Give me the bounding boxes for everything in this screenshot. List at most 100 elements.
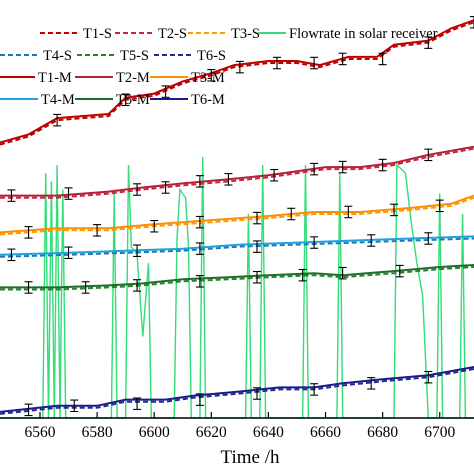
error-bar-t2 bbox=[7, 189, 16, 202]
x-axis-title: Time /h bbox=[221, 447, 280, 468]
error-bar-t1 bbox=[207, 69, 216, 82]
error-bar-t2 bbox=[270, 168, 279, 182]
error-bar-t2 bbox=[424, 148, 433, 162]
error-bar-t6 bbox=[195, 393, 204, 406]
error-bar-t6 bbox=[24, 403, 33, 417]
error-bar-t6 bbox=[424, 370, 433, 384]
error-bar-t2 bbox=[378, 158, 387, 172]
error-bar-t1 bbox=[310, 56, 319, 70]
legend-label: T5-M bbox=[116, 92, 150, 108]
error-bar-t4 bbox=[7, 248, 16, 262]
axes: 6560658066006620664066606680670067 bbox=[0, 412, 474, 441]
error-bar-t6 bbox=[133, 397, 142, 410]
error-bar-t5 bbox=[338, 266, 347, 280]
error-bar-t4 bbox=[252, 240, 261, 253]
error-bar-t1 bbox=[161, 85, 170, 98]
series-line-t2-m bbox=[0, 145, 474, 197]
legend-label: T3-S bbox=[231, 26, 260, 42]
error-bar-t5 bbox=[24, 281, 33, 294]
legend-label: T4-M bbox=[41, 92, 75, 108]
x-tick-label: 6640 bbox=[253, 424, 284, 441]
error-bar-t5 bbox=[395, 264, 404, 278]
legend-label: T4-S bbox=[43, 48, 72, 64]
error-bar-t4 bbox=[133, 244, 142, 257]
error-bar-t4 bbox=[367, 234, 376, 247]
error-bar-t5 bbox=[252, 270, 261, 284]
series-line-t3-s bbox=[0, 196, 474, 236]
series-line-t5-m bbox=[0, 264, 474, 289]
error-bar-t1 bbox=[378, 52, 387, 66]
legend-label: T3-M bbox=[191, 70, 225, 86]
legend-item: T2-S bbox=[115, 26, 187, 42]
error-bar-t3 bbox=[252, 211, 261, 225]
series-line-t6-m bbox=[0, 366, 474, 413]
error-bar-t1 bbox=[53, 113, 62, 127]
error-bar-t5 bbox=[195, 275, 204, 288]
legend-label: Flowrate in solar receiver bbox=[289, 26, 438, 42]
legend-label: T6-S bbox=[197, 48, 226, 64]
error-bar-t4 bbox=[64, 246, 73, 260]
error-bar-t2 bbox=[161, 181, 170, 194]
error-bar-t3 bbox=[195, 215, 204, 229]
legend-label: T1-S bbox=[83, 26, 112, 42]
legend-label: T6-M bbox=[191, 92, 225, 108]
legend-item: T1-S bbox=[40, 26, 112, 42]
x-tick-label: 6600 bbox=[139, 424, 170, 441]
error-bar-t3 bbox=[287, 207, 296, 221]
legend-item: T5-M bbox=[75, 92, 150, 108]
error-bar-t6 bbox=[252, 387, 261, 400]
legend-label: T5-S bbox=[120, 48, 149, 64]
error-bar-t3 bbox=[24, 226, 33, 239]
legend-label: T2-S bbox=[158, 26, 187, 42]
error-bar-t6 bbox=[70, 399, 79, 413]
error-bar-t1 bbox=[272, 56, 281, 70]
error-bar-t4 bbox=[310, 236, 319, 249]
error-bars bbox=[7, 15, 474, 417]
series-line-t1-s bbox=[0, 21, 474, 146]
error-bar-t2 bbox=[195, 175, 204, 188]
x-tick-label: 6660 bbox=[310, 424, 341, 441]
error-bar-t1 bbox=[121, 93, 130, 107]
x-tick-label: 6580 bbox=[82, 424, 113, 441]
error-bar-t1 bbox=[470, 15, 474, 29]
series-line-t6-s bbox=[0, 368, 474, 415]
error-bar-t3 bbox=[150, 219, 159, 233]
legend-label: T2-M bbox=[116, 70, 150, 86]
legend-item: T5-S bbox=[77, 48, 149, 64]
error-bar-t3 bbox=[93, 224, 102, 237]
error-bar-t2 bbox=[338, 160, 347, 174]
error-bar-t2 bbox=[310, 162, 319, 176]
series-line-t3-m bbox=[0, 194, 474, 234]
error-bar-t6 bbox=[367, 377, 376, 390]
legend-item: T1-M bbox=[0, 70, 72, 86]
series-line-t1-m bbox=[0, 19, 474, 144]
x-tick-label: 6700 bbox=[424, 424, 455, 441]
legend: T1-S T2-S T3-S Flowrate in solar receiver T4… bbox=[0, 26, 438, 108]
error-bar-t5 bbox=[298, 268, 307, 282]
legend-item: Flowrate in solar receiver bbox=[258, 26, 438, 42]
error-bar-t3 bbox=[344, 205, 353, 219]
error-bar-t5 bbox=[133, 279, 142, 292]
error-bar-t2 bbox=[64, 187, 73, 200]
legend-item: T6-M bbox=[150, 92, 225, 108]
series-line-t2-s bbox=[0, 147, 474, 199]
legend-item: T4-S bbox=[0, 48, 72, 64]
series-line-t4-m bbox=[0, 235, 474, 256]
legend-label: T1-M bbox=[38, 70, 72, 86]
legend-item: T4-M bbox=[0, 92, 75, 108]
error-bar-t5 bbox=[81, 281, 90, 294]
error-bar-t3 bbox=[435, 199, 444, 213]
x-tick-label: 6560 bbox=[24, 424, 55, 441]
legend-item: T3-S bbox=[188, 26, 260, 42]
error-bar-t2 bbox=[224, 173, 233, 186]
error-bar-t3 bbox=[390, 203, 399, 217]
series-line-t4-s bbox=[0, 237, 474, 258]
error-bar-t4 bbox=[424, 232, 433, 245]
error-bar-t1 bbox=[235, 60, 244, 74]
error-bar-t1 bbox=[338, 52, 347, 66]
legend-item: T2-M bbox=[75, 70, 150, 86]
error-bar-t4 bbox=[195, 242, 204, 255]
error-bar-t2 bbox=[133, 183, 142, 196]
error-bar-t6 bbox=[310, 383, 319, 396]
